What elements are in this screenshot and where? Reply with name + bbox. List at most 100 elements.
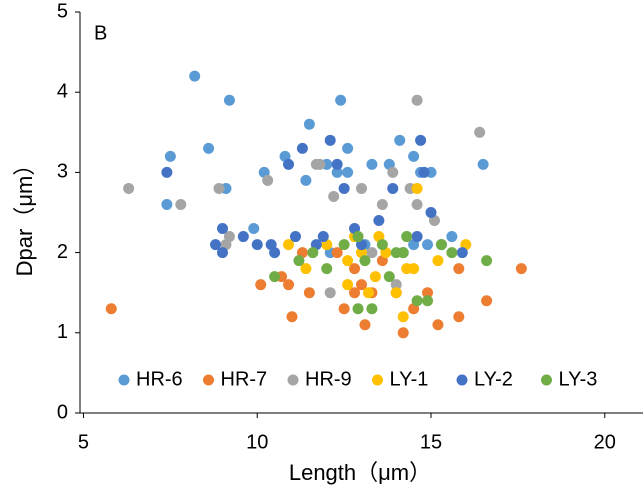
- y-tick-label: 3: [57, 161, 68, 183]
- point: [342, 279, 354, 291]
- point: [338, 303, 350, 315]
- point: [303, 118, 315, 130]
- y-tick-label: 0: [57, 401, 68, 423]
- point: [383, 271, 395, 283]
- point: [289, 231, 301, 243]
- panel-label: B: [94, 22, 107, 44]
- y-tick-label: 5: [57, 0, 68, 22]
- point: [387, 182, 399, 194]
- point: [161, 166, 173, 178]
- point: [342, 255, 354, 267]
- point: [303, 287, 315, 299]
- point: [481, 295, 493, 307]
- point: [283, 279, 295, 291]
- y-tick-label: 2: [57, 241, 68, 263]
- point: [352, 231, 364, 243]
- point: [446, 231, 458, 243]
- x-tick-label: 10: [246, 431, 268, 453]
- legend-marker: [203, 374, 214, 386]
- point: [210, 239, 222, 251]
- point: [269, 247, 281, 259]
- point: [366, 158, 378, 170]
- point: [422, 287, 434, 299]
- legend-marker: [541, 374, 552, 386]
- point: [293, 255, 305, 267]
- point: [161, 198, 173, 210]
- point: [331, 166, 343, 178]
- point: [397, 247, 409, 259]
- point: [446, 247, 458, 259]
- point: [216, 247, 228, 259]
- y-axis-label: Dpar（μm）: [12, 154, 37, 277]
- point: [418, 166, 430, 178]
- point: [376, 239, 388, 251]
- point: [453, 263, 465, 275]
- point: [366, 247, 378, 259]
- point: [283, 158, 295, 170]
- point: [422, 295, 434, 307]
- point: [515, 263, 527, 275]
- point: [373, 215, 385, 227]
- point: [390, 279, 402, 291]
- point: [369, 271, 381, 283]
- point: [331, 158, 343, 170]
- point: [251, 239, 263, 251]
- point: [324, 287, 336, 299]
- point: [349, 263, 361, 275]
- legend-label: HR-6: [136, 368, 183, 390]
- point: [324, 134, 336, 146]
- point: [175, 198, 187, 210]
- point: [164, 150, 176, 162]
- point: [216, 223, 228, 235]
- legend-marker: [372, 374, 383, 386]
- point: [422, 239, 434, 251]
- point: [105, 303, 117, 315]
- point: [394, 134, 406, 146]
- y-tick-label: 1: [57, 321, 68, 343]
- point: [397, 311, 409, 323]
- point: [362, 287, 374, 299]
- legend-label: HR-7: [221, 368, 268, 390]
- point: [366, 303, 378, 315]
- point: [223, 94, 235, 106]
- point: [415, 134, 427, 146]
- legend-marker: [287, 374, 299, 386]
- point: [425, 207, 437, 218]
- point: [401, 231, 413, 243]
- point: [286, 311, 298, 323]
- point: [387, 166, 399, 178]
- point: [376, 198, 388, 210]
- point: [349, 287, 361, 299]
- point: [359, 319, 371, 331]
- point: [453, 311, 465, 323]
- point: [356, 279, 367, 291]
- x-tick-label: 20: [594, 431, 616, 453]
- point: [456, 247, 468, 259]
- legend-marker: [118, 374, 130, 386]
- point: [283, 239, 295, 251]
- point: [359, 255, 371, 267]
- point: [408, 263, 420, 275]
- point: [296, 142, 308, 154]
- point: [328, 190, 340, 202]
- point: [300, 174, 312, 186]
- point: [408, 150, 420, 162]
- point: [213, 182, 225, 194]
- point: [432, 319, 444, 331]
- point: [342, 166, 354, 178]
- legend-marker: [456, 374, 468, 386]
- point: [411, 182, 423, 194]
- point: [237, 231, 249, 243]
- point: [411, 295, 423, 307]
- point: [189, 70, 201, 82]
- point: [342, 142, 354, 154]
- point: [123, 182, 135, 194]
- point: [331, 247, 343, 259]
- legend-label: HR-9: [305, 368, 352, 390]
- point: [474, 126, 486, 138]
- point: [356, 182, 367, 194]
- point: [203, 142, 215, 154]
- point: [248, 223, 260, 235]
- legend-label: LY-3: [559, 368, 598, 390]
